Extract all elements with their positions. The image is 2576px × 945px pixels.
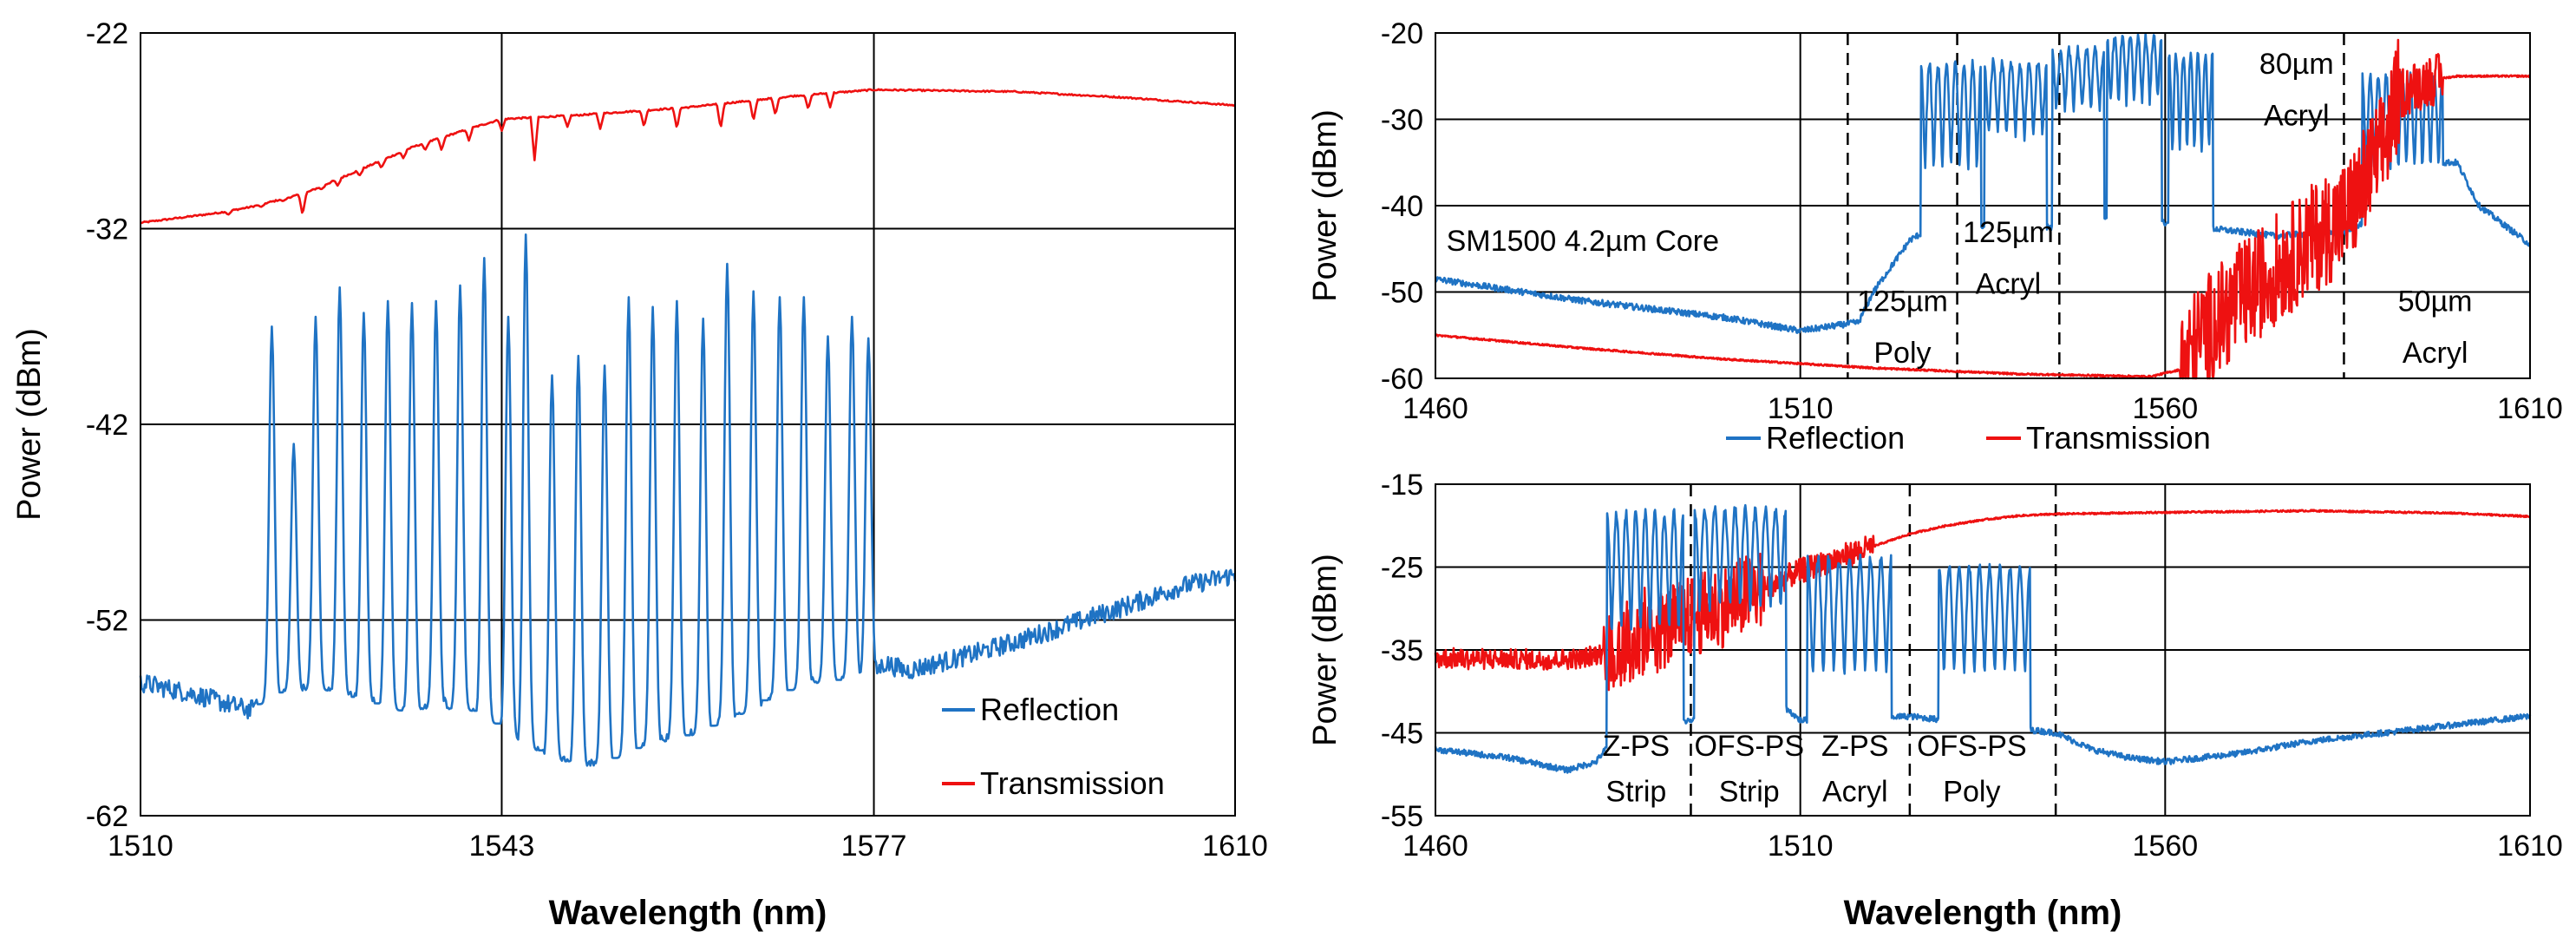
x-tick-label: 1510 — [108, 830, 173, 863]
x-tick-label: 1510 — [1768, 830, 1834, 863]
series-transmission — [140, 88, 1236, 225]
region-label: Acryl — [1822, 775, 1888, 808]
legend-label-transmission: Transmission — [980, 765, 1165, 801]
legend: Reflection Transmission — [942, 692, 1165, 801]
y-axis-label: Power (dBm) — [1307, 109, 1344, 302]
x-tick-label: 1543 — [469, 830, 535, 863]
legend-label-reflection: Reflection — [1766, 420, 1905, 456]
y-tick-label: -42 — [86, 409, 128, 442]
region-label: Strip — [1605, 775, 1666, 808]
y-tick-label: -40 — [1381, 190, 1423, 223]
y-tick-label: -15 — [1381, 469, 1423, 502]
series-reflection — [139, 233, 1237, 767]
chart-top-right: -60 -50 -40 -30 -20 1460 1510 1560 1610 SM1500 4… — [1307, 17, 2563, 425]
chart-bottom-right: -55 -45 -35 -25 -15 1460 1510 1560 1610 Z-PS Stri… — [1307, 469, 2563, 932]
y-tick-label: -30 — [1381, 104, 1423, 137]
series-transmission — [1435, 38, 2531, 380]
y-tick-label: -22 — [86, 17, 128, 50]
x-tick-label: 1560 — [2133, 830, 2199, 863]
series — [1435, 32, 2532, 380]
x-tick-label: 1460 — [1402, 392, 1468, 425]
y-tick-label: -55 — [1381, 800, 1423, 833]
legend-label-transmission: Transmission — [2026, 420, 2211, 456]
region-label: 50µm — [2398, 285, 2473, 318]
y-axis-label: Power (dBm) — [1307, 554, 1344, 746]
plot-frame — [140, 32, 1236, 817]
chart-left: -62 -52 -42 -32 -22 1510 1543 1577 1610 Power (d… — [11, 17, 1268, 932]
x-tick-label: 1610 — [2497, 830, 2563, 863]
x-tick-label: 1460 — [1402, 830, 1468, 863]
region-label: 125µm — [1963, 216, 2054, 249]
y-tick-label: -60 — [1381, 363, 1423, 396]
region-labels: SM1500 4.2µm Core 125µm Poly 125µm Acryl 80µm… — [1447, 48, 2473, 370]
series — [139, 88, 1237, 767]
tick-labels: -60 -50 -40 -30 -20 1460 1510 1560 1610 — [1381, 17, 2563, 425]
region-label: 80µm — [2259, 48, 2334, 81]
region-label: Acryl — [1976, 268, 2042, 301]
y-tick-label: -25 — [1381, 552, 1423, 585]
region-label: 125µm — [1857, 285, 1948, 318]
y-axis-label: Power (dBm) — [11, 328, 48, 521]
y-tick-label: -35 — [1381, 634, 1423, 667]
tick-labels: -55 -45 -35 -25 -15 1460 1510 1560 1610 — [1381, 469, 2563, 863]
y-tick-label: -52 — [86, 605, 128, 638]
region-label: Strip — [1719, 775, 1780, 808]
region-label: Poly — [1873, 337, 1931, 370]
x-tick-label: 1560 — [2133, 392, 2199, 425]
y-tick-label: -50 — [1381, 277, 1423, 310]
x-tick-label: 1510 — [1768, 392, 1834, 425]
region-label: Acryl — [2403, 337, 2468, 370]
region-label: Z-PS — [1603, 730, 1670, 763]
x-axis-label: Wavelength (nm) — [1844, 894, 2122, 932]
tick-labels: -62 -52 -42 -32 -22 1510 1543 1577 1610 — [86, 17, 1268, 863]
x-tick-label: 1610 — [2497, 392, 2563, 425]
y-tick-label: -45 — [1381, 718, 1423, 751]
region-label: OFS-PS — [1694, 730, 1804, 763]
region-label: OFS-PS — [1917, 730, 2027, 763]
region-label: Poly — [1943, 775, 2000, 808]
region-label: Z-PS — [1821, 730, 1888, 763]
legend-right: Reflection Transmission — [1726, 420, 2211, 456]
series — [1434, 503, 2532, 774]
series-reflection — [1434, 503, 2532, 774]
y-tick-label: -20 — [1381, 17, 1423, 50]
region-label: SM1500 4.2µm Core — [1447, 225, 1719, 258]
region-labels: Z-PS Strip OFS-PS Strip Z-PS Acryl OFS-PS Poly — [1603, 730, 2027, 809]
x-axis-label: Wavelength (nm) — [549, 894, 827, 932]
y-tick-label: -32 — [86, 213, 128, 246]
legend-label-reflection: Reflection — [980, 692, 1119, 727]
series-transmission — [1434, 509, 2531, 692]
plot-frame — [1435, 32, 2531, 379]
region-label: Acryl — [2264, 100, 2330, 133]
plot-frame — [1435, 483, 2531, 817]
y-tick-label: -62 — [86, 800, 128, 833]
x-tick-label: 1577 — [841, 830, 907, 863]
x-tick-label: 1610 — [1202, 830, 1268, 863]
